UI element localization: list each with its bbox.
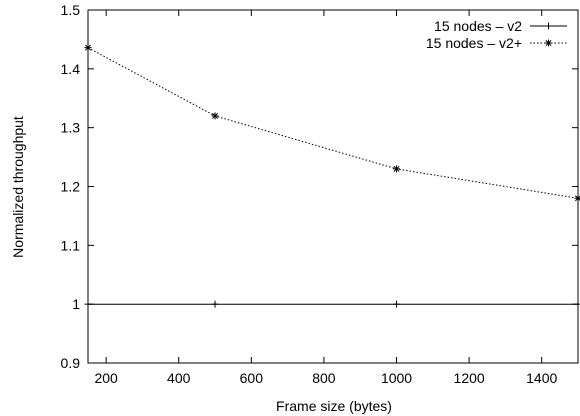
series-2-point — [211, 112, 219, 120]
y-tick-label: 1.1 — [61, 237, 81, 253]
x-tick-label: 1000 — [381, 370, 412, 386]
y-tick-label: 1.2 — [61, 179, 81, 195]
series-2-point — [393, 165, 401, 173]
series-1-point — [393, 300, 401, 308]
x-tick-label: 400 — [167, 370, 191, 386]
series-1-point — [211, 300, 219, 308]
x-tick-label: 1200 — [454, 370, 485, 386]
legend-entry-2-marker — [545, 39, 552, 47]
y-tick-label: 0.9 — [61, 355, 81, 371]
y-axis-title: Normalized throughput — [10, 116, 26, 258]
x-tick-label: 200 — [94, 370, 118, 386]
series-2-point — [574, 194, 580, 202]
axis-tick-labels: 200 400 600 800 1000 1200 1400 0.9 1 1.1 1.2 1.3 1.4… — [61, 2, 558, 386]
series-2-line — [87, 47, 579, 199]
series-markers — [84, 44, 580, 308]
y-tick-label: 1.4 — [61, 61, 81, 77]
series-2-point — [84, 44, 92, 52]
legend-entry-1-label: 15 nodes – v2 — [434, 18, 522, 34]
x-tick-label: 1400 — [526, 370, 557, 386]
plot-border — [87, 9, 579, 364]
x-tick-label: 600 — [240, 370, 264, 386]
legend-entry-1-marker — [545, 22, 552, 30]
series-1-point — [574, 300, 580, 308]
plot-frame — [87, 9, 579, 364]
series-1-point — [84, 300, 92, 308]
y-tick-label: 1.3 — [61, 120, 81, 136]
legend-entry-2-label: 15 nodes – v2+ — [426, 35, 522, 51]
axis-ticks — [88, 9, 578, 364]
x-axis-title: Frame size (bytes) — [276, 398, 392, 414]
y-tick-label: 1.5 — [61, 2, 81, 18]
series-lines — [87, 47, 579, 305]
x-tick-label: 800 — [312, 370, 336, 386]
y-tick-label: 1 — [72, 296, 80, 312]
